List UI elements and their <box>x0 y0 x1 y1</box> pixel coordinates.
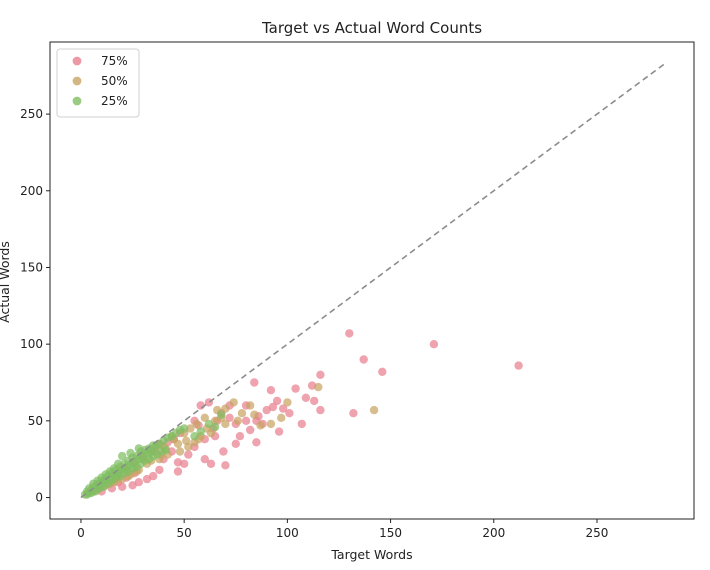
point-75pct-67 <box>231 439 240 448</box>
point-75pct-14 <box>262 405 271 415</box>
point-75pct-57 <box>266 386 276 395</box>
points-layer <box>80 329 523 499</box>
point-25pct-42 <box>190 432 199 441</box>
point-75pct-19 <box>241 416 251 425</box>
point-50pct-42 <box>250 410 259 419</box>
point-75pct-35 <box>173 467 183 476</box>
x-tick-label-250: 250 <box>586 526 609 540</box>
point-75pct-25 <box>206 459 216 468</box>
point-75pct-2 <box>514 361 523 370</box>
reference-line <box>80 62 666 499</box>
point-25pct-47 <box>118 451 127 461</box>
point-25pct-44 <box>204 419 214 429</box>
point-50pct-38 <box>186 424 195 433</box>
point-75pct-23 <box>235 432 245 441</box>
point-50pct-8 <box>229 398 238 407</box>
point-75pct-68 <box>200 455 209 464</box>
point-75pct-26 <box>221 461 230 470</box>
x-axis-label: Target Words <box>330 547 412 562</box>
point-75pct-3 <box>359 355 368 364</box>
legend-marker-50pct <box>72 76 82 86</box>
point-25pct-49 <box>134 444 143 453</box>
point-75pct-10 <box>301 393 311 402</box>
y-tick-label-250: 250 <box>20 107 43 121</box>
legend-marker-25pct <box>72 96 82 106</box>
point-50pct-58 <box>182 436 191 445</box>
point-75pct-40 <box>142 474 152 484</box>
point-50pct-37 <box>192 419 201 429</box>
point-50pct-55 <box>206 428 216 438</box>
legend-label-75pct: 75% <box>101 54 128 68</box>
y-axis-ticks: 0 50 100 150 200 250 <box>20 107 50 505</box>
point-75pct-1 <box>429 340 439 349</box>
point-50pct-40 <box>221 419 230 429</box>
x-tick-label-200: 200 <box>482 526 505 540</box>
y-axis-label: Actual Words <box>0 241 12 323</box>
point-50pct-2 <box>283 398 292 407</box>
point-75pct-11 <box>272 396 282 406</box>
point-75pct-8 <box>291 384 300 393</box>
point-75pct-20 <box>246 425 255 435</box>
y-tick-label-150: 150 <box>20 260 43 274</box>
point-75pct-0 <box>345 329 354 338</box>
x-tick-label-100: 100 <box>276 526 299 540</box>
point-75pct-33 <box>184 450 193 459</box>
y-tick-label-100: 100 <box>20 337 43 351</box>
legend-label-50pct: 50% <box>101 74 128 88</box>
y-tick-label-50: 50 <box>28 414 43 428</box>
point-50pct-36 <box>200 413 209 422</box>
x-tick-label-50: 50 <box>177 526 192 540</box>
point-75pct-4 <box>378 367 387 376</box>
x-tick-label-150: 150 <box>379 526 402 540</box>
point-75pct-24 <box>219 447 228 456</box>
point-75pct-41 <box>134 478 143 487</box>
chart-title: Target vs Actual Word Counts <box>261 19 482 37</box>
legend-marker-75pct <box>72 56 82 66</box>
point-25pct-77 <box>161 445 170 455</box>
point-75pct-53 <box>250 378 259 387</box>
point-75pct-38 <box>155 465 164 475</box>
point-50pct-9 <box>221 404 230 413</box>
point-75pct-42 <box>128 481 137 490</box>
point-75pct-54 <box>285 409 294 418</box>
point-50pct-6 <box>246 401 255 410</box>
point-50pct-16 <box>175 447 185 456</box>
point-50pct-3 <box>266 419 276 429</box>
point-75pct-13 <box>268 402 278 412</box>
point-50pct-5 <box>256 421 265 430</box>
point-50pct-1 <box>314 382 323 392</box>
point-25pct-45 <box>210 422 220 432</box>
point-50pct-49 <box>173 439 183 448</box>
legend-label-25pct: 25% <box>101 94 128 108</box>
point-75pct-9 <box>310 396 319 406</box>
point-75pct-56 <box>316 405 325 415</box>
point-25pct-48 <box>126 448 135 458</box>
x-tick-label-0: 0 <box>77 526 85 540</box>
point-75pct-22 <box>225 413 234 422</box>
y-tick-label-200: 200 <box>20 184 43 198</box>
point-50pct-41 <box>233 416 242 425</box>
point-50pct-7 <box>237 409 247 418</box>
point-75pct-5 <box>349 409 358 418</box>
point-25pct-41 <box>180 424 189 433</box>
point-75pct-12 <box>279 404 288 413</box>
point-25pct-43 <box>196 427 205 436</box>
legend: 75% 50% 25% <box>56 48 140 118</box>
y-tick-label-0: 0 <box>35 491 43 505</box>
plot-frame <box>49 41 695 520</box>
point-50pct-4 <box>277 413 286 422</box>
point-75pct-69 <box>173 458 183 467</box>
point-25pct-46 <box>217 410 226 419</box>
point-75pct-55 <box>297 419 306 429</box>
point-50pct-0 <box>369 405 379 415</box>
point-75pct-16 <box>252 438 261 447</box>
point-75pct-6 <box>316 370 325 379</box>
x-axis-ticks: 0 50 100 150 200 250 <box>77 519 608 540</box>
point-75pct-17 <box>274 427 284 436</box>
